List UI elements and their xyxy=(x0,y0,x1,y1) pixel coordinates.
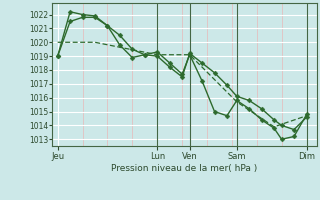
X-axis label: Pression niveau de la mer( hPa ): Pression niveau de la mer( hPa ) xyxy=(111,164,258,173)
